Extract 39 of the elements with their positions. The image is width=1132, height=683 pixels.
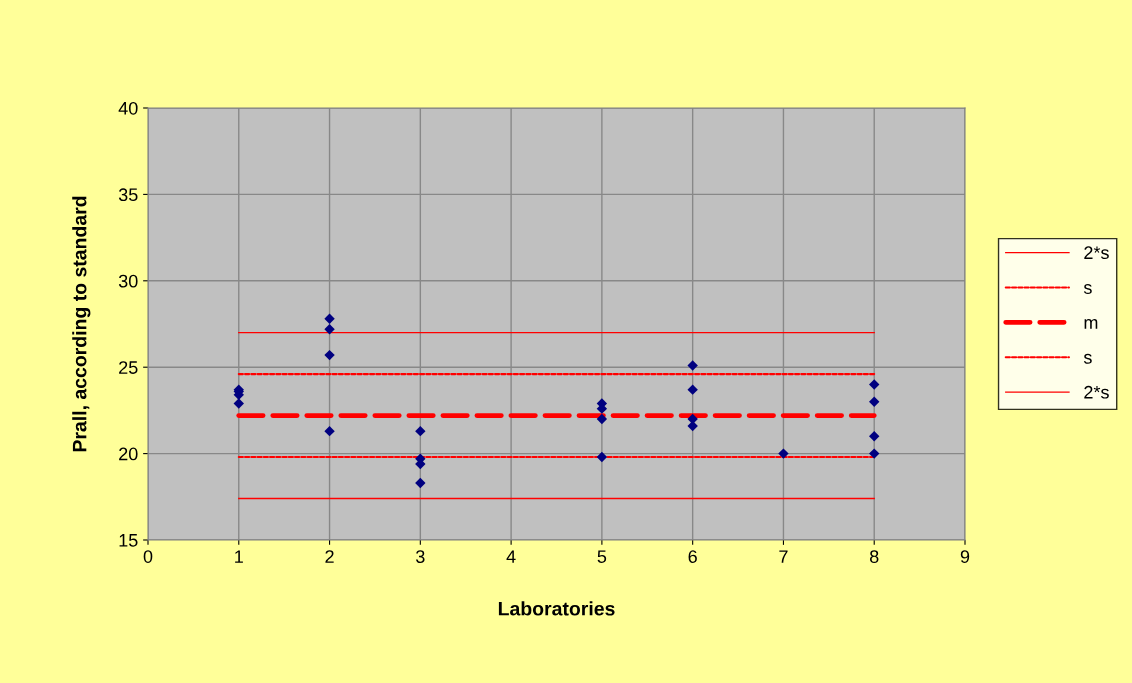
point [596, 413, 608, 425]
y-tick-label: 30 [118, 274, 138, 288]
legend-label: s [1083, 284, 1092, 294]
y-axis-title: Prall, according to standard [72, 196, 91, 452]
point [869, 448, 880, 459]
y-tick-label: 35 [118, 188, 138, 202]
point [233, 398, 244, 409]
x-tick-label: 2 [325, 550, 334, 563]
point [324, 323, 335, 335]
point [415, 425, 426, 437]
point [778, 448, 789, 459]
y-tick-label: 15 [119, 534, 138, 547]
x-tick-label: 5 [597, 550, 607, 563]
x-tick-label: 0 [143, 550, 153, 563]
x-tick-label: 6 [688, 550, 697, 563]
legend-label: 2*s [1084, 246, 1109, 260]
x-tick-label: 9 [960, 550, 970, 563]
x-tick-label: 1 [235, 550, 243, 563]
point [324, 349, 335, 361]
point [869, 431, 880, 442]
legend-label: m [1084, 318, 1098, 329]
point [869, 396, 880, 407]
point [324, 313, 335, 325]
y-tick-label: 25 [119, 361, 138, 374]
point [687, 360, 698, 371]
x-axis-title: Laboratories [498, 601, 615, 616]
x-tick-label: 7 [779, 550, 788, 563]
x-tick-label: 4 [506, 550, 516, 563]
point [415, 477, 426, 489]
legend-label: 2*s [1084, 385, 1109, 399]
legend-label: s [1083, 353, 1092, 364]
y-tick-label: 40 [118, 101, 138, 115]
point [324, 425, 335, 437]
y-tick-label: 20 [119, 447, 138, 461]
point [687, 384, 698, 395]
point [596, 451, 608, 463]
x-tick-label: 3 [416, 550, 425, 563]
point [869, 379, 880, 390]
x-tick-label: 8 [869, 550, 879, 563]
